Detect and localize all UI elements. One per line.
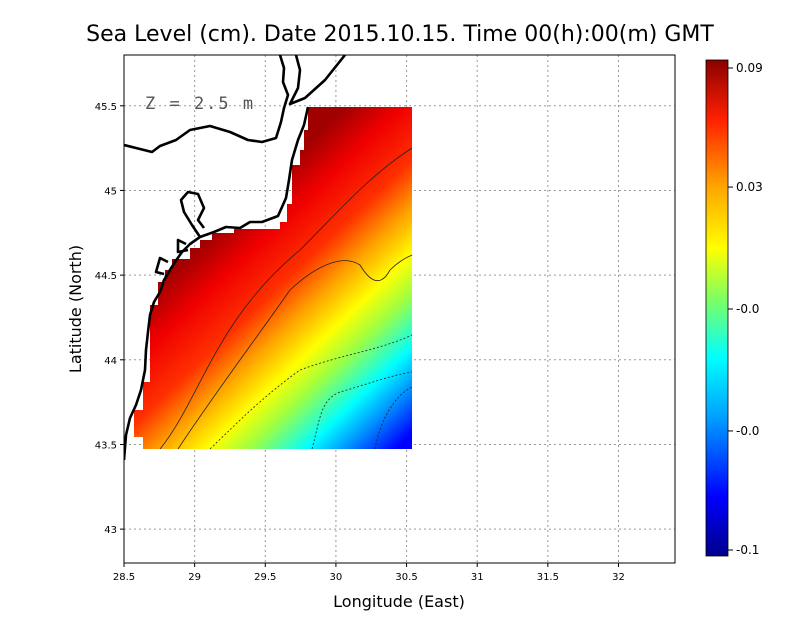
coastline (124, 55, 347, 461)
coastline-line (179, 190, 206, 238)
y-tick-label: 43.5 (95, 440, 117, 451)
x-tick-label: 31 (471, 572, 484, 583)
colorbar-tick-label: 0.09 (736, 61, 763, 75)
colorbar-tick-label: -0.1 (736, 543, 759, 557)
depth-annotation: Z = 2.5 m (145, 94, 255, 114)
x-tick-label: 32 (612, 572, 625, 583)
contour-line (177, 254, 413, 450)
colorbar-tick-label: -0.0 (736, 424, 759, 438)
y-tick-label: 43 (104, 525, 117, 536)
contour-line (209, 334, 413, 450)
x-axis: 28.5 29 29.5 30 30.5 31 31.5 32 (113, 563, 625, 583)
colorbar-tick-label: 0.03 (736, 180, 763, 194)
x-tick-label: 29.5 (254, 572, 276, 583)
colorbar-ticks: 0.09 0.03 -0.0 -0.0 -0.1 (728, 61, 763, 557)
field-polygon (134, 107, 412, 449)
y-tick-label: 45.5 (95, 102, 117, 113)
colorbar-tick-label: -0.0 (736, 302, 759, 316)
chart-title: Sea Level (cm). Date 2015.10.15. Time 00… (86, 22, 714, 47)
sea-level-field (134, 107, 413, 450)
y-tick-label: 44 (104, 356, 117, 367)
colorbar (705, 59, 729, 557)
x-tick-label: 30 (330, 572, 343, 583)
coastline-line (288, 55, 347, 106)
coastline-line (124, 55, 290, 154)
x-tick-label: 28.5 (113, 572, 135, 583)
y-axis: 43 43.5 44 44.5 45 45.5 (95, 102, 124, 536)
coastline-line (154, 256, 169, 276)
contour-line (159, 147, 413, 450)
x-tick-label: 31.5 (537, 572, 559, 583)
y-tick-label: 44.5 (95, 271, 117, 282)
contour-line (374, 386, 413, 450)
y-axis-label: Latitude (North) (66, 245, 85, 373)
x-axis-label: Longitude (East) (333, 592, 465, 611)
plot-frame (123, 54, 676, 564)
y-tick-label: 45 (104, 186, 117, 197)
contour-line (311, 371, 413, 450)
x-tick-label: 29 (188, 572, 201, 583)
coastline-line (176, 238, 189, 254)
x-tick-label: 30.5 (395, 572, 417, 583)
